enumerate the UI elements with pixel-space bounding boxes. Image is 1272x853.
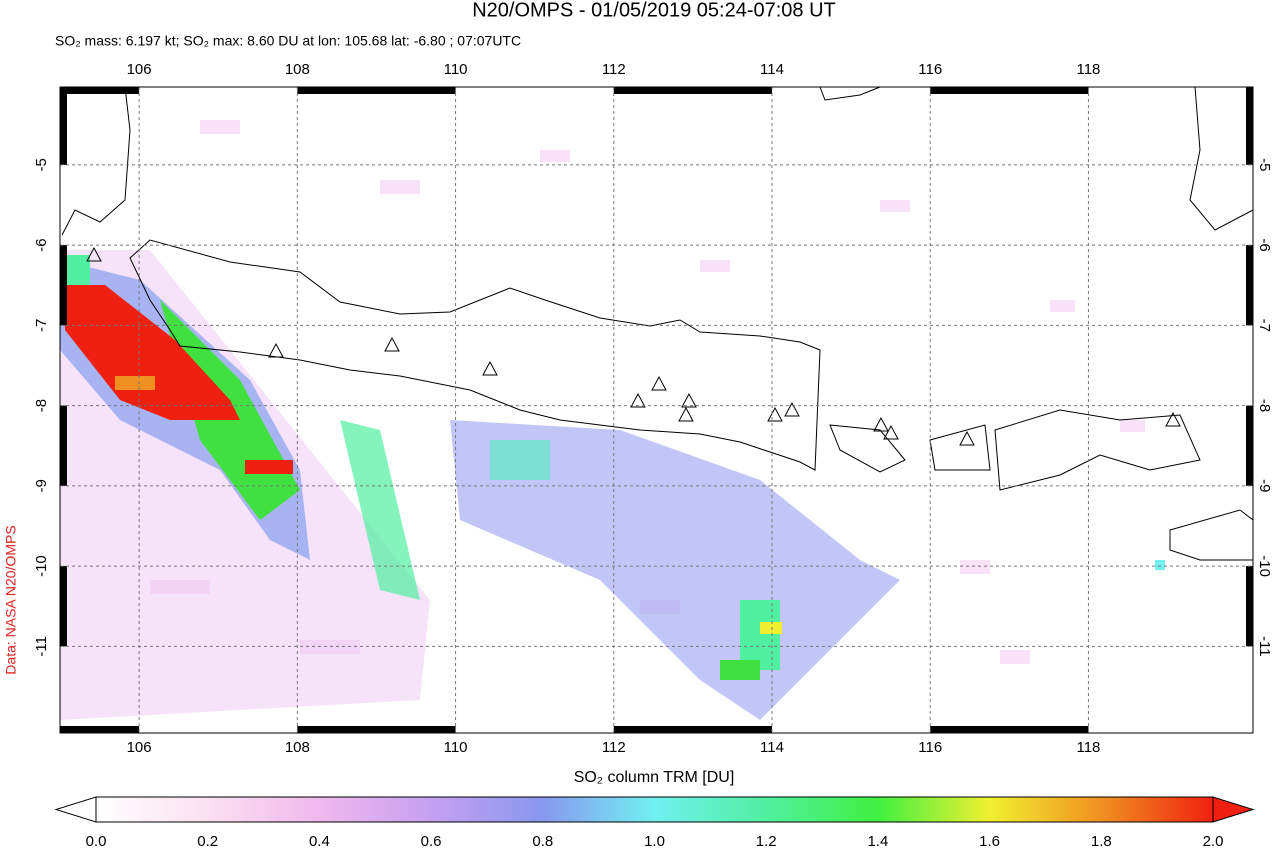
volcano-markers (86, 246, 1181, 446)
x-tick-label: 114 (760, 739, 784, 756)
y-tick-label: -8 (1256, 399, 1272, 412)
border-band (297, 726, 456, 733)
colorbar-tick-label: 1.4 (867, 833, 888, 850)
y-tick-label: -10 (33, 555, 50, 577)
x-tick-label: 110 (444, 61, 468, 78)
y-tick-label: -6 (33, 238, 50, 251)
y-tick-label: -7 (33, 319, 50, 332)
x-tick-label: 108 (285, 739, 310, 756)
y-tick-label: -9 (33, 479, 50, 492)
y-tick-label: -8 (33, 399, 50, 412)
colorbar (95, 796, 1214, 823)
x-tick-label: 112 (602, 61, 626, 78)
x-tick-label: 114 (760, 61, 784, 78)
x-tick-label: 116 (918, 739, 942, 756)
border-band (1246, 566, 1253, 647)
colorbar-tick-label: 2.0 (1203, 833, 1224, 850)
border-band (930, 726, 1089, 733)
title: N20/OMPS - 01/05/2019 05:24-07:08 UT (472, 0, 836, 21)
y-tick-label: -9 (1256, 479, 1272, 492)
x-tick-label: 118 (1076, 739, 1100, 756)
y-tick-label: -10 (1256, 555, 1272, 577)
x-tick-label: 106 (127, 739, 152, 756)
colorbar-tick-label: 0.8 (532, 833, 553, 850)
border-band (60, 566, 67, 647)
border-band (613, 726, 773, 733)
y-tick-label: -6 (1256, 238, 1272, 251)
colorbar-under (54, 796, 97, 823)
colorbar-tick-label: 0.4 (309, 833, 330, 850)
border-band (1246, 87, 1253, 165)
y-tick-label: -7 (1256, 319, 1272, 332)
subtitle: SO₂ mass: 6.197 kt; SO₂ max: 8.60 DU at … (55, 33, 521, 49)
border-band (60, 405, 67, 486)
border-band (930, 87, 1089, 94)
border-band (297, 87, 456, 94)
colorbar-tick-label: 1.0 (644, 833, 665, 850)
border-band (60, 87, 67, 165)
border-band (613, 87, 773, 94)
colorbar-tick-label: 0.6 (421, 833, 442, 850)
colorbar-tick-label: 1.8 (1091, 833, 1112, 850)
so2-imagery (60, 87, 1253, 733)
credit: Data: NASA N20/OMPS (3, 525, 19, 674)
x-tick-label: 112 (602, 739, 626, 756)
border-band (1246, 405, 1253, 486)
x-tick-label: 106 (127, 61, 152, 78)
y-tick-label: -5 (1256, 158, 1272, 171)
border-band (60, 87, 140, 94)
border-band (1246, 245, 1253, 326)
border-band (60, 726, 140, 733)
y-tick-label: -11 (1256, 636, 1272, 657)
colorbar-over (1212, 796, 1255, 823)
x-tick-label: 116 (918, 61, 942, 78)
plot-frame (59, 86, 1254, 734)
border-band (60, 245, 67, 326)
colorbar-tick-label: 1.2 (756, 833, 777, 850)
x-tick-label: 110 (444, 739, 468, 756)
x-tick-label: 108 (285, 61, 310, 78)
colorbar-tick-label: 0.0 (86, 833, 107, 850)
x-axis-label: SO₂ column TRM [DU] (574, 769, 735, 786)
colorbar-tick-label: 1.6 (979, 833, 1000, 850)
colorbar-tick-label: 0.2 (197, 833, 218, 850)
x-tick-label: 118 (1076, 61, 1100, 78)
y-tick-label: -11 (33, 636, 50, 657)
y-tick-label: -5 (33, 158, 50, 171)
